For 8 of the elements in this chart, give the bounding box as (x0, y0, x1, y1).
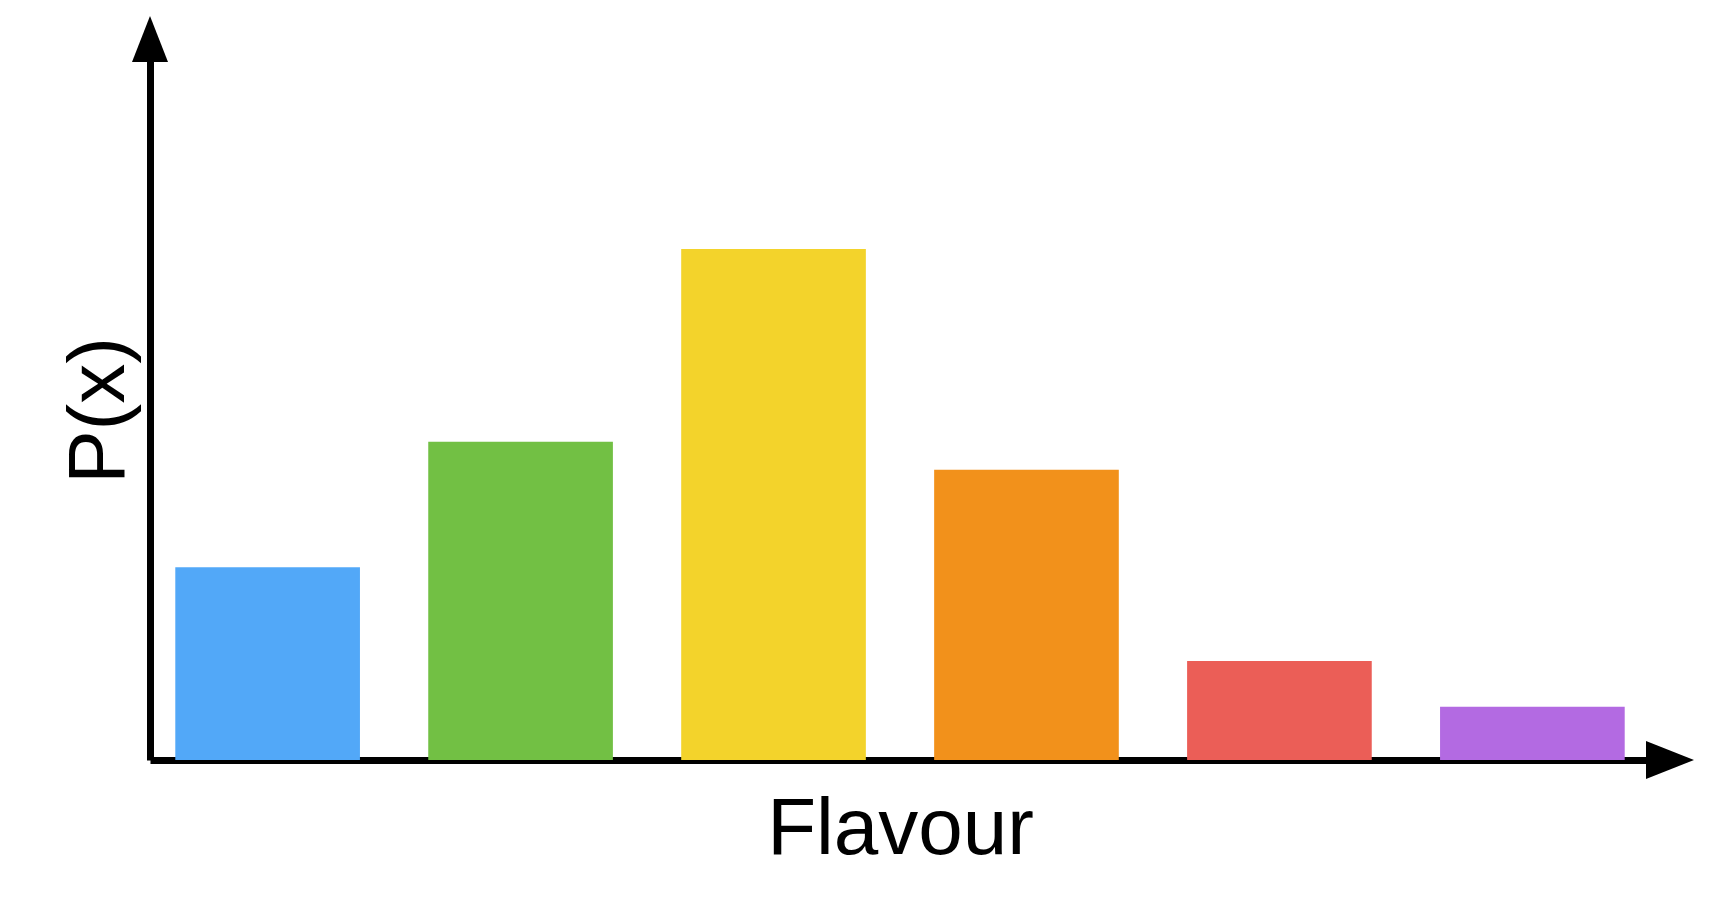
bar (1440, 706, 1625, 760)
bar (1187, 660, 1372, 760)
bar (175, 567, 360, 760)
bar (681, 249, 866, 760)
bar (428, 441, 613, 760)
bar (934, 469, 1119, 760)
x-axis-title: Flavour (767, 781, 1034, 871)
y-axis-title: P(x) (51, 337, 141, 484)
